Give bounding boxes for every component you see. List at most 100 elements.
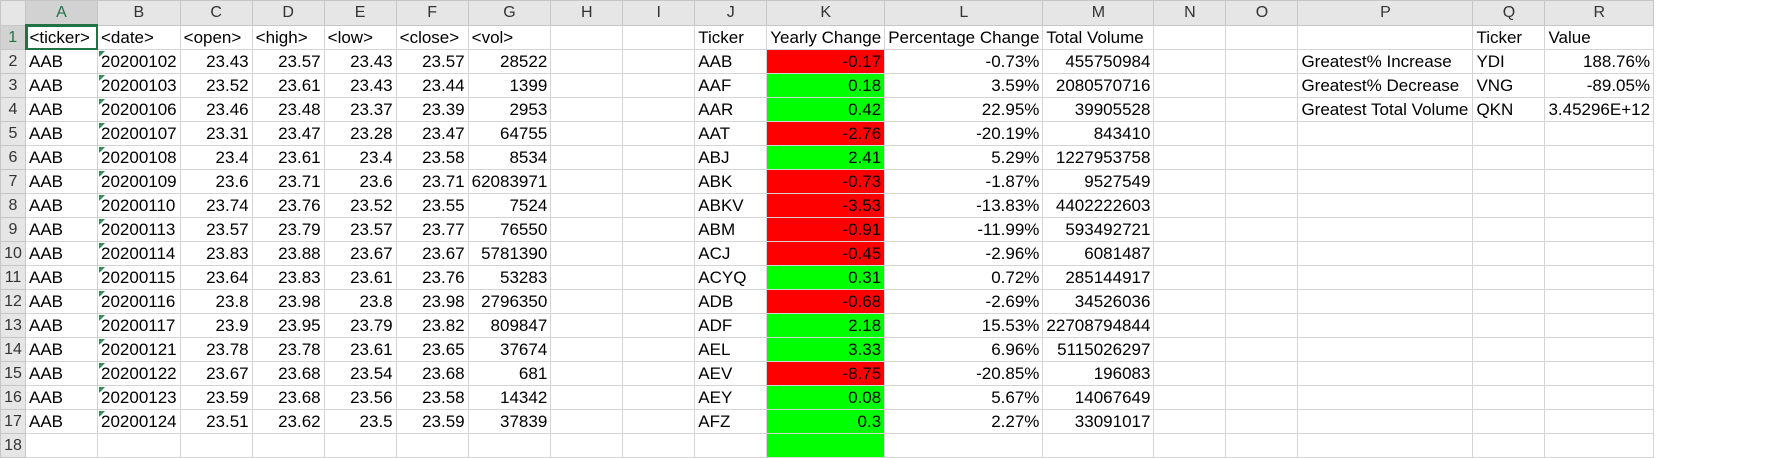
row-header-4[interactable]: 4: [0, 97, 26, 122]
data-cell[interactable]: AAB: [25, 73, 98, 98]
empty-cell[interactable]: [1153, 169, 1227, 194]
data-cell[interactable]: 23.83: [179, 241, 253, 266]
empty-cell[interactable]: [622, 217, 696, 242]
data-cell[interactable]: 7524: [467, 193, 552, 218]
data-cell[interactable]: 23.8: [323, 289, 397, 314]
total-volume-cell[interactable]: 1227953758: [1042, 145, 1155, 170]
empty-cell[interactable]: [1297, 169, 1474, 194]
data-cell[interactable]: 62083971: [467, 169, 552, 194]
data-cell[interactable]: 20200107: [97, 121, 181, 146]
data-cell[interactable]: 23.59: [395, 409, 469, 434]
yearly-change-cell[interactable]: -0.68: [766, 289, 886, 314]
empty-cell[interactable]: [550, 433, 624, 458]
summary-ticker-cell[interactable]: AEY: [694, 385, 768, 410]
total-volume-cell[interactable]: 4402222603: [1042, 193, 1155, 218]
empty-cell[interactable]: [622, 24, 696, 50]
row-header-2[interactable]: 2: [0, 49, 26, 74]
empty-cell[interactable]: [1225, 241, 1299, 266]
percent-change-cell[interactable]: 3.59%: [884, 73, 1044, 98]
empty-cell[interactable]: [550, 265, 624, 290]
row-header-1[interactable]: 1: [0, 24, 27, 50]
empty-cell[interactable]: [1153, 217, 1227, 242]
raw-header-cell[interactable]: <date>: [97, 24, 181, 50]
data-cell[interactable]: 23.57: [323, 217, 397, 242]
column-header-m[interactable]: M: [1042, 0, 1155, 26]
data-cell[interactable]: AAB: [25, 313, 98, 338]
row-header-17[interactable]: 17: [0, 409, 26, 434]
data-cell[interactable]: 23.57: [251, 49, 325, 74]
data-cell[interactable]: AAB: [25, 145, 98, 170]
yearly-change-cell[interactable]: 3.33: [766, 337, 886, 362]
empty-cell[interactable]: [1153, 385, 1227, 410]
empty-cell[interactable]: [1297, 409, 1474, 434]
summary-ticker-cell[interactable]: ABJ: [694, 145, 768, 170]
summary-ticker-cell[interactable]: AAF: [694, 73, 768, 98]
data-cell[interactable]: 23.52: [323, 193, 397, 218]
data-cell[interactable]: AAB: [25, 289, 98, 314]
percent-change-cell[interactable]: 6.96%: [884, 337, 1044, 362]
row-header-3[interactable]: 3: [0, 73, 26, 98]
empty-cell[interactable]: [1225, 433, 1299, 458]
data-cell[interactable]: 23.78: [251, 337, 325, 362]
raw-header-cell[interactable]: <vol>: [467, 24, 552, 50]
total-volume-cell[interactable]: 5115026297: [1042, 337, 1155, 362]
column-header-n[interactable]: N: [1153, 0, 1227, 26]
column-header-a[interactable]: A: [25, 0, 98, 26]
empty-cell[interactable]: [1297, 265, 1474, 290]
row-header-9[interactable]: 9: [0, 217, 26, 242]
greatest-header-ticker[interactable]: Ticker: [1472, 24, 1546, 50]
data-cell[interactable]: AAB: [25, 409, 98, 434]
empty-cell[interactable]: [1544, 193, 1655, 218]
empty-cell[interactable]: [1225, 24, 1299, 50]
data-cell[interactable]: [395, 433, 469, 458]
data-cell[interactable]: 28522: [467, 49, 552, 74]
empty-cell[interactable]: [550, 49, 624, 74]
data-cell[interactable]: AAB: [25, 217, 98, 242]
summary-ticker-cell[interactable]: AFZ: [694, 409, 768, 434]
empty-cell[interactable]: [1544, 313, 1655, 338]
greatest-value-cell[interactable]: 188.76%: [1544, 49, 1655, 74]
column-header-p[interactable]: P: [1297, 0, 1474, 26]
summary-ticker-cell[interactable]: ABK: [694, 169, 768, 194]
empty-cell[interactable]: [622, 433, 696, 458]
data-cell[interactable]: 23.76: [395, 265, 469, 290]
data-cell[interactable]: 23.83: [251, 265, 325, 290]
data-cell[interactable]: 23.68: [251, 385, 325, 410]
data-cell[interactable]: AAB: [25, 385, 98, 410]
data-cell[interactable]: 23.88: [251, 241, 325, 266]
raw-header-cell[interactable]: <open>: [179, 24, 253, 50]
summary-ticker-cell[interactable]: AAR: [694, 97, 768, 122]
data-cell[interactable]: AAB: [25, 97, 98, 122]
empty-cell[interactable]: [1153, 145, 1227, 170]
yearly-change-cell[interactable]: 2.18: [766, 313, 886, 338]
data-cell[interactable]: 681: [467, 361, 552, 386]
column-header-c[interactable]: C: [179, 0, 253, 26]
data-cell[interactable]: 1399: [467, 73, 552, 98]
data-cell[interactable]: 23.82: [395, 313, 469, 338]
data-cell[interactable]: 23.57: [395, 49, 469, 74]
total-volume-cell[interactable]: 9527549: [1042, 169, 1155, 194]
percent-change-cell[interactable]: -2.96%: [884, 241, 1044, 266]
greatest-ticker-cell[interactable]: VNG: [1472, 73, 1546, 98]
raw-header-cell[interactable]: <high>: [251, 24, 325, 50]
empty-cell[interactable]: [1472, 289, 1546, 314]
data-cell[interactable]: 23.64: [179, 265, 253, 290]
percent-change-cell[interactable]: 15.53%: [884, 313, 1044, 338]
column-header-k[interactable]: K: [766, 0, 886, 26]
total-volume-cell[interactable]: 33091017: [1042, 409, 1155, 434]
empty-cell[interactable]: [622, 265, 696, 290]
data-cell[interactable]: 23.67: [179, 361, 253, 386]
total-volume-cell[interactable]: 39905528: [1042, 97, 1155, 122]
data-cell[interactable]: 20200124: [97, 409, 181, 434]
empty-cell[interactable]: [1472, 409, 1546, 434]
empty-cell[interactable]: [622, 241, 696, 266]
data-cell[interactable]: AAB: [25, 265, 98, 290]
data-cell[interactable]: 20200103: [97, 73, 181, 98]
row-header-10[interactable]: 10: [0, 241, 26, 266]
greatest-header-value[interactable]: Value: [1544, 24, 1655, 50]
empty-cell[interactable]: [622, 409, 696, 434]
total-volume-cell[interactable]: 455750984: [1042, 49, 1155, 74]
total-volume-cell[interactable]: 14067649: [1042, 385, 1155, 410]
data-cell[interactable]: 23.37: [323, 97, 397, 122]
yearly-change-cell[interactable]: -3.53: [766, 193, 886, 218]
